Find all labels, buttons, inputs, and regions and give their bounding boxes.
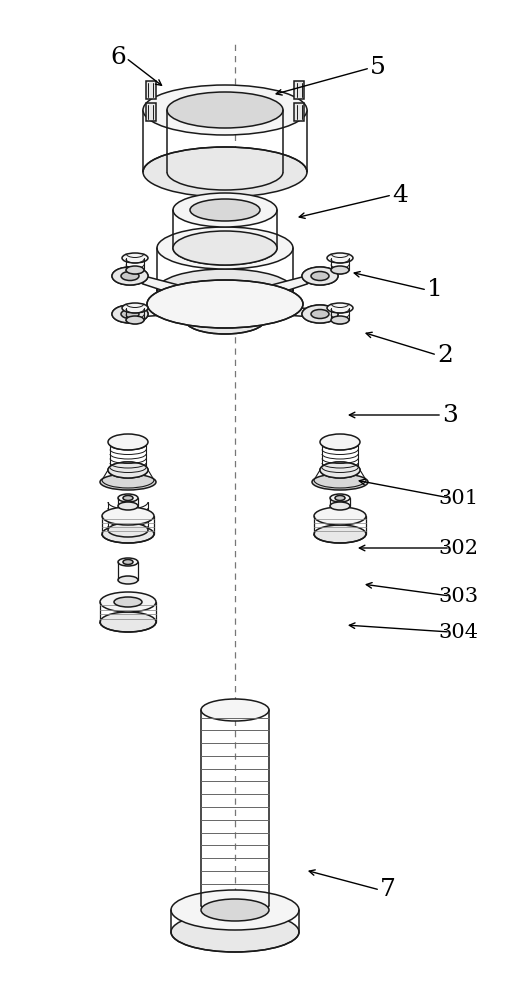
Ellipse shape	[108, 523, 148, 537]
Ellipse shape	[121, 310, 139, 318]
Ellipse shape	[143, 147, 307, 197]
Polygon shape	[146, 103, 156, 121]
Ellipse shape	[126, 316, 144, 324]
Ellipse shape	[320, 462, 360, 478]
Polygon shape	[143, 276, 208, 304]
Ellipse shape	[100, 474, 156, 490]
Ellipse shape	[114, 597, 142, 607]
Text: 4: 4	[392, 184, 408, 207]
Ellipse shape	[190, 199, 260, 221]
Polygon shape	[244, 300, 306, 316]
Ellipse shape	[108, 462, 148, 478]
Ellipse shape	[311, 271, 329, 280]
Ellipse shape	[201, 699, 269, 721]
Ellipse shape	[157, 227, 293, 269]
Polygon shape	[146, 81, 156, 99]
Text: 3: 3	[442, 403, 458, 426]
Ellipse shape	[302, 305, 338, 323]
Ellipse shape	[167, 92, 283, 128]
Ellipse shape	[108, 462, 148, 478]
Ellipse shape	[311, 310, 329, 318]
Ellipse shape	[112, 305, 148, 323]
Text: 5: 5	[370, 56, 386, 80]
Ellipse shape	[100, 612, 156, 632]
Ellipse shape	[173, 231, 277, 265]
Ellipse shape	[331, 266, 349, 274]
Ellipse shape	[171, 912, 299, 952]
Ellipse shape	[320, 462, 360, 478]
Ellipse shape	[330, 502, 350, 510]
Ellipse shape	[102, 525, 154, 543]
Ellipse shape	[327, 253, 353, 263]
Ellipse shape	[118, 502, 138, 510]
Polygon shape	[144, 300, 206, 316]
Ellipse shape	[123, 560, 133, 564]
Polygon shape	[243, 276, 307, 304]
Ellipse shape	[320, 434, 360, 450]
Ellipse shape	[302, 267, 338, 285]
Ellipse shape	[173, 231, 277, 265]
Ellipse shape	[331, 316, 349, 324]
Ellipse shape	[121, 310, 139, 318]
Ellipse shape	[122, 303, 148, 313]
Ellipse shape	[122, 253, 148, 263]
Ellipse shape	[123, 495, 133, 500]
Text: 2: 2	[437, 344, 453, 366]
Ellipse shape	[335, 495, 345, 500]
Ellipse shape	[185, 306, 265, 334]
Polygon shape	[294, 81, 304, 99]
Ellipse shape	[311, 271, 329, 280]
Ellipse shape	[147, 280, 303, 328]
Ellipse shape	[311, 310, 329, 318]
Ellipse shape	[100, 592, 156, 612]
Text: 302: 302	[438, 538, 478, 558]
Ellipse shape	[157, 269, 293, 311]
Ellipse shape	[112, 267, 148, 285]
Ellipse shape	[112, 305, 148, 323]
Ellipse shape	[121, 271, 139, 280]
Ellipse shape	[314, 507, 366, 525]
Polygon shape	[294, 103, 304, 121]
Ellipse shape	[118, 558, 138, 566]
Ellipse shape	[143, 85, 307, 135]
Ellipse shape	[102, 507, 154, 525]
Ellipse shape	[302, 305, 338, 323]
Ellipse shape	[121, 271, 139, 280]
Text: 304: 304	[438, 622, 478, 642]
Text: 6: 6	[110, 46, 126, 70]
Ellipse shape	[327, 303, 353, 313]
Ellipse shape	[314, 525, 366, 543]
Ellipse shape	[312, 474, 368, 490]
Ellipse shape	[108, 434, 148, 450]
Text: 7: 7	[380, 879, 396, 902]
Ellipse shape	[201, 899, 269, 921]
Ellipse shape	[171, 890, 299, 930]
Ellipse shape	[173, 193, 277, 227]
Ellipse shape	[302, 267, 338, 285]
Text: 303: 303	[438, 586, 478, 605]
Ellipse shape	[330, 494, 350, 502]
Ellipse shape	[112, 267, 148, 285]
Text: 1: 1	[427, 278, 443, 302]
Ellipse shape	[118, 494, 138, 502]
Ellipse shape	[118, 576, 138, 584]
Ellipse shape	[126, 266, 144, 274]
Text: 301: 301	[438, 488, 478, 508]
